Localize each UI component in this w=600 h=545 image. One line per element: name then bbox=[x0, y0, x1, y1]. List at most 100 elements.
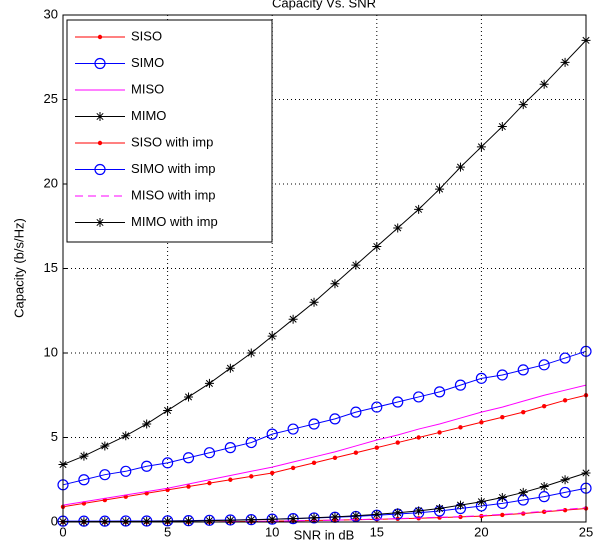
marker bbox=[97, 140, 103, 146]
marker bbox=[287, 423, 299, 435]
marker bbox=[308, 418, 320, 430]
marker bbox=[497, 492, 507, 502]
x-tick-label: 20 bbox=[474, 524, 488, 539]
y-tick-label: 15 bbox=[44, 260, 58, 275]
legend-label: SIMO with imp bbox=[131, 161, 216, 176]
marker bbox=[541, 404, 547, 409]
marker bbox=[496, 369, 508, 381]
marker bbox=[95, 112, 105, 121]
marker bbox=[270, 470, 275, 476]
legend-label: SISO with imp bbox=[131, 134, 213, 149]
marker bbox=[437, 515, 442, 520]
marker bbox=[393, 508, 403, 518]
marker bbox=[458, 425, 463, 430]
y-tick-label: 0 bbox=[51, 513, 58, 528]
marker bbox=[309, 297, 319, 307]
legend-label: MIMO with imp bbox=[131, 214, 218, 229]
marker bbox=[371, 401, 383, 413]
series-line bbox=[63, 507, 587, 523]
marker bbox=[414, 506, 424, 516]
marker bbox=[560, 475, 570, 485]
marker bbox=[162, 457, 174, 469]
marker bbox=[435, 503, 445, 513]
series-line bbox=[62, 394, 587, 508]
marker bbox=[120, 465, 132, 477]
marker bbox=[79, 451, 89, 461]
marker bbox=[541, 509, 547, 515]
marker bbox=[395, 440, 400, 445]
y-tick-label: 10 bbox=[44, 344, 58, 359]
marker bbox=[500, 512, 505, 518]
marker bbox=[372, 242, 382, 252]
marker bbox=[332, 455, 338, 460]
marker bbox=[204, 516, 214, 526]
marker bbox=[224, 442, 236, 454]
chart-title: Capacity Vs. SNR bbox=[272, 0, 376, 10]
marker bbox=[94, 163, 106, 176]
marker bbox=[288, 514, 298, 524]
marker bbox=[97, 34, 103, 40]
marker bbox=[246, 515, 256, 525]
marker bbox=[267, 514, 277, 524]
marker bbox=[290, 465, 296, 471]
x-tick-label: 10 bbox=[265, 524, 279, 539]
marker bbox=[559, 352, 571, 364]
marker bbox=[203, 447, 216, 459]
marker bbox=[142, 516, 152, 526]
marker bbox=[350, 406, 362, 418]
marker bbox=[454, 379, 467, 391]
marker bbox=[562, 507, 568, 513]
marker bbox=[121, 431, 131, 441]
marker bbox=[455, 162, 465, 172]
marker bbox=[479, 513, 484, 519]
marker bbox=[539, 79, 549, 89]
marker bbox=[141, 460, 153, 472]
marker bbox=[517, 364, 529, 376]
marker bbox=[353, 450, 359, 455]
legend-label: SIMO bbox=[131, 55, 164, 70]
marker bbox=[311, 460, 317, 466]
marker bbox=[538, 359, 550, 371]
marker bbox=[479, 420, 484, 425]
marker bbox=[476, 497, 486, 507]
marker bbox=[309, 513, 319, 523]
marker bbox=[433, 386, 446, 398]
marker bbox=[78, 474, 90, 486]
legend: SISO SIMO MISO MIMO SISO with imp SIMO with i… bbox=[66, 19, 273, 243]
marker bbox=[539, 482, 549, 492]
marker bbox=[455, 500, 465, 510]
x-tick-label: 0 bbox=[59, 524, 66, 539]
marker bbox=[142, 419, 152, 429]
marker bbox=[182, 452, 195, 464]
marker bbox=[267, 331, 277, 341]
marker bbox=[562, 398, 568, 403]
marker bbox=[393, 223, 403, 233]
marker bbox=[392, 396, 404, 408]
marker bbox=[186, 484, 191, 489]
marker bbox=[521, 409, 526, 415]
marker bbox=[163, 405, 173, 415]
x-tick-label: 25 bbox=[579, 524, 593, 539]
marker bbox=[288, 314, 298, 324]
marker bbox=[351, 511, 361, 521]
marker bbox=[329, 413, 341, 425]
marker bbox=[414, 204, 424, 214]
marker bbox=[518, 487, 528, 497]
legend-label: SISO bbox=[131, 28, 162, 43]
marker bbox=[413, 391, 425, 403]
marker bbox=[374, 445, 379, 450]
marker bbox=[497, 122, 507, 132]
marker bbox=[330, 512, 340, 522]
marker bbox=[351, 260, 361, 270]
marker bbox=[204, 378, 214, 388]
x-tick-label: 15 bbox=[370, 524, 384, 539]
legend-label: MIMO bbox=[131, 108, 166, 123]
marker bbox=[95, 218, 105, 227]
legend-label: MISO bbox=[131, 81, 164, 96]
marker bbox=[330, 279, 340, 289]
marker bbox=[372, 509, 382, 519]
legend-box bbox=[66, 19, 273, 243]
marker bbox=[94, 57, 106, 70]
marker bbox=[121, 516, 131, 526]
